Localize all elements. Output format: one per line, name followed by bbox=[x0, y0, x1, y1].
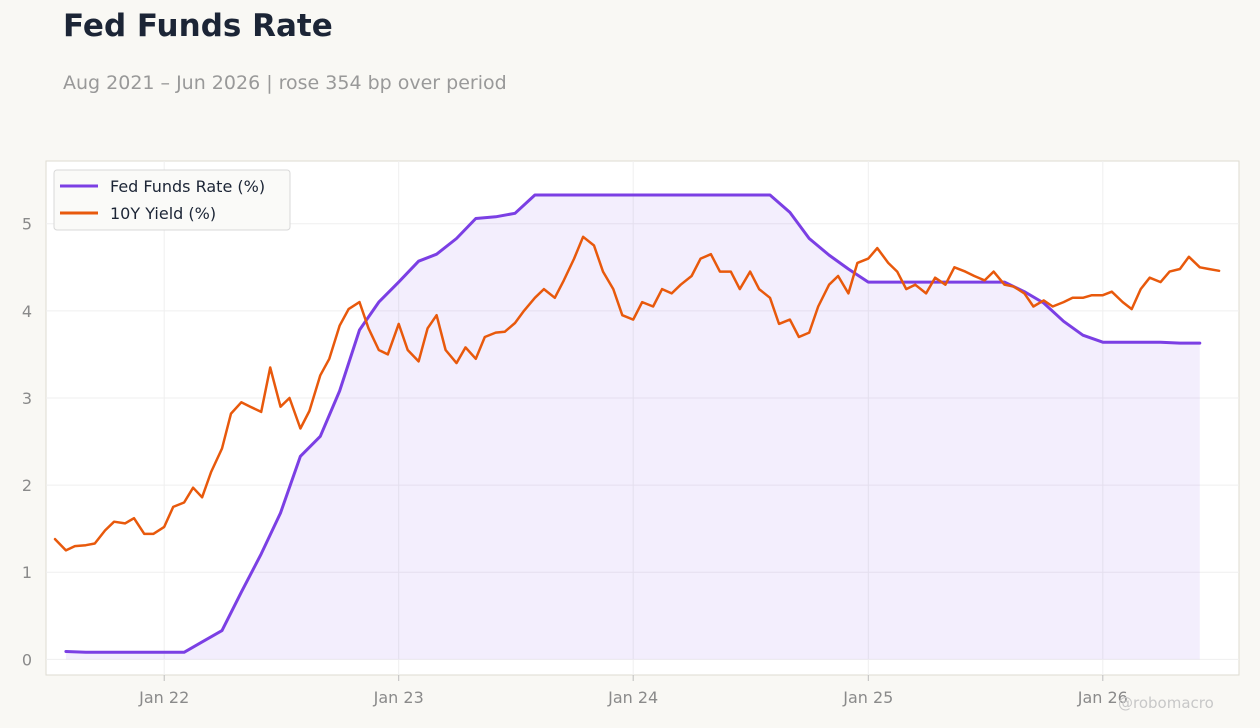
axis-ticks: 0 1 2 3 4 5 Jan 22 Jan 23 Jan 24 Jan 25 Jan 26 bbox=[22, 215, 1128, 707]
chart-title: Fed Funds Rate bbox=[63, 8, 333, 44]
watermark: @robomacro bbox=[1118, 694, 1214, 712]
chart-subtitle: Aug 2021 – Jun 2026 | rose 354 bp over p… bbox=[63, 72, 507, 94]
x-tick-label: Jan 24 bbox=[607, 688, 658, 707]
y-tick-label: 0 bbox=[22, 650, 32, 669]
y-tick-label: 5 bbox=[22, 215, 32, 234]
legend-label-0: Fed Funds Rate (%) bbox=[110, 177, 265, 196]
x-tick-label: Jan 23 bbox=[373, 688, 424, 707]
plot-area bbox=[45, 160, 1240, 676]
legend-label-1: 10Y Yield (%) bbox=[110, 204, 216, 223]
legend-box bbox=[53, 169, 291, 231]
series-line-1 bbox=[53, 235, 1221, 552]
x-tick-label: Jan 26 bbox=[1077, 688, 1128, 707]
grid-lines bbox=[46, 161, 1239, 675]
series-area-0 bbox=[65, 195, 1200, 660]
y-tick-label: 1 bbox=[22, 563, 32, 582]
series-lines bbox=[53, 193, 1221, 654]
y-tick-label: 3 bbox=[22, 389, 32, 408]
x-tick-label: Jan 22 bbox=[138, 688, 189, 707]
legend: Fed Funds Rate (%) 10Y Yield (%) bbox=[53, 169, 291, 231]
area-fill bbox=[65, 195, 1200, 660]
x-tick-label: Jan 25 bbox=[842, 688, 893, 707]
y-tick-label: 2 bbox=[22, 476, 32, 495]
y-tick-label: 4 bbox=[22, 302, 32, 321]
